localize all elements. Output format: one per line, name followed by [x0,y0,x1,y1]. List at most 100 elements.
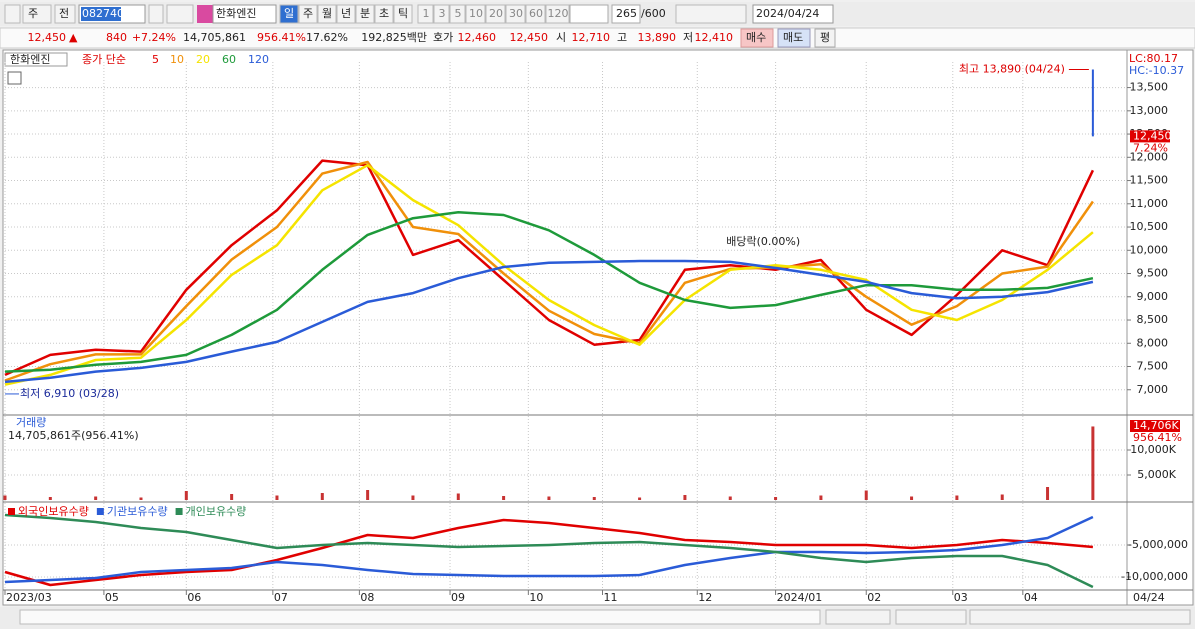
y-tick-label: 10,000 [1130,243,1169,256]
volume-bar [1046,487,1050,500]
sound-button[interactable] [166,4,194,24]
volume-bar [1091,426,1095,500]
period-button[interactable] [317,4,337,24]
buy-button[interactable] [740,28,774,48]
change: 840 [106,31,127,44]
interval-button[interactable] [485,4,506,24]
x-tick-label: 11 [604,591,618,604]
last-volume: 14,706K [1133,419,1179,432]
avg-button[interactable] [814,28,836,48]
interval: 30 [509,7,523,20]
interval-button[interactable] [465,4,486,24]
series-line [4,513,1094,589]
zoom-slider[interactable] [895,609,967,625]
period-button[interactable] [298,4,318,24]
x-end-label: 04/24 [1133,591,1165,604]
legend-entry: 60 [222,53,236,66]
volume-title: 거래량 [16,416,46,429]
legend-entry: 외국인보유수량 [18,505,89,518]
low-label: 최저 6,910 (03/28) [20,387,119,400]
legend-entry: 10 [170,53,184,66]
series-line [4,210,1094,373]
volume-bar [774,497,778,500]
interval: 5 [455,7,462,20]
bid: 12,450 [510,31,549,44]
interval-button[interactable] [545,4,570,24]
bid-label: 호가 [433,31,453,44]
interval-button[interactable] [417,4,434,24]
axis-area [1126,49,1194,606]
table-icon[interactable] [7,71,22,85]
x-tick-label: 2023/03 [6,591,52,604]
y-tick-label: 10,500 [1130,220,1169,233]
period-button[interactable] [355,4,375,24]
sell-button[interactable] [777,28,811,48]
interval: 1 [423,7,430,20]
interval-button[interactable] [505,4,526,24]
count-max: /600 [641,7,666,20]
mode-button[interactable] [54,4,76,24]
period-button[interactable] [393,4,413,24]
legend-entry: 5 [152,53,159,66]
menu-button[interactable] [4,4,21,24]
y-tick-label: 9,500 [1137,267,1169,280]
period: 년 [341,7,351,20]
y-tick-label: 7,000 [1137,383,1169,396]
count-input[interactable] [611,4,641,24]
period: 틱 [398,7,408,20]
y-tick-label: 9,000 [1137,290,1169,303]
price: 12,450 [28,31,67,44]
y-tick-label: 5,000K [1137,468,1176,481]
play-controls[interactable] [825,609,891,625]
x-tick-label: 09 [451,591,465,604]
volume: 14,705,861 [183,31,246,44]
turnover: 17.62% [306,31,348,44]
date-input[interactable] [752,4,834,24]
scroll-track[interactable] [19,609,821,625]
interval: 60 [529,7,543,20]
high: 13,890 [638,31,677,44]
x-tick-label: 03 [954,591,968,604]
interval-button[interactable] [433,4,450,24]
x-tick-label: 02 [867,591,881,604]
y-tick-label: 13,000 [1130,104,1169,117]
period-button[interactable] [279,4,299,24]
last-volume-box [1130,420,1180,432]
view-tools[interactable] [969,609,1191,625]
market-select[interactable] [22,4,52,24]
interval-button[interactable] [449,4,466,24]
legend-entry: 20 [196,53,210,66]
interval-select[interactable] [569,4,609,24]
market: 주 [28,7,38,20]
last-change: 7.24% [1133,141,1168,154]
legend-swatch [8,508,15,515]
series-line [4,515,1094,584]
quote-bar [0,27,1195,49]
change-pct: +7.24% [132,31,176,44]
interval-group: 1 3 5 10 20 30 60 120 [417,4,570,24]
legend-swatch [96,508,104,515]
interval-button[interactable] [525,4,546,24]
volume-bar [139,497,143,500]
ask: 12,460 [458,31,497,44]
y-tick-label: 11,000 [1130,197,1169,210]
avg: 평 [820,31,830,44]
low: 12,410 [695,31,734,44]
x-tick-label: 06 [187,591,201,604]
stock-code: 082740 [82,7,124,20]
period-button[interactable] [336,4,356,24]
count: 265 [616,7,637,20]
legend-entry: 기관보유수량 [107,505,168,518]
volume-bar [3,495,7,500]
y-tick-label: 8,500 [1137,313,1169,326]
tool-buttons[interactable] [675,4,747,24]
period: 주 [303,7,313,20]
open: 12,710 [572,31,611,44]
x-tick-label: 05 [105,591,119,604]
period-button[interactable] [374,4,394,24]
volume-bar [592,497,596,500]
search-button[interactable] [148,4,164,24]
period: 일 [284,6,294,20]
dividend-label: 배당락(0.00%) [726,235,800,248]
